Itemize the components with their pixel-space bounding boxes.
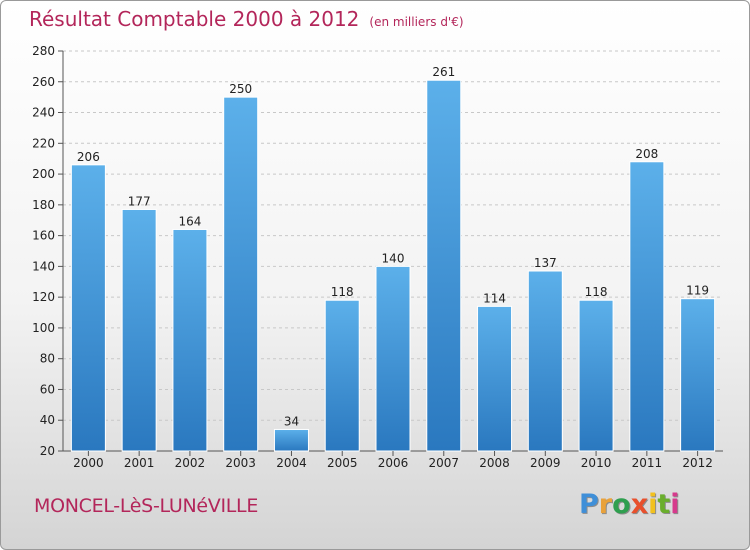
- bar: [477, 305, 513, 452]
- data-label: 119: [686, 284, 709, 298]
- y-tick-label: 40: [40, 413, 55, 427]
- bar: [629, 161, 665, 452]
- data-label: 177: [128, 194, 151, 208]
- logo-letter: i: [648, 489, 658, 520]
- y-tick-label: 220: [32, 136, 55, 150]
- x-tick-label: 2002: [175, 456, 206, 470]
- logo-letter: x: [630, 489, 649, 520]
- data-label: 250: [229, 82, 252, 96]
- data-label: 114: [483, 291, 506, 305]
- bar: [680, 298, 716, 452]
- y-tick-label: 100: [32, 321, 55, 335]
- data-label: 164: [178, 214, 201, 228]
- x-tick-label: 2004: [276, 456, 307, 470]
- data-label: 137: [534, 256, 557, 270]
- x-tick-label: 2007: [428, 456, 459, 470]
- bar: [324, 299, 360, 452]
- bar: [527, 270, 563, 452]
- data-label: 261: [432, 65, 455, 79]
- x-tick-label: 2001: [124, 456, 155, 470]
- location-name: MONCEL-LèS-LUNéVILLE: [34, 495, 259, 517]
- bar: [223, 96, 259, 452]
- x-tick-label: 2006: [378, 456, 409, 470]
- logo-letter: i: [670, 489, 680, 520]
- bar: [426, 79, 462, 452]
- proxiti-logo: Proxiti: [579, 489, 680, 520]
- data-label: 206: [77, 150, 100, 164]
- y-tick-label: 80: [40, 352, 55, 366]
- y-axis-ticks: 20 40 60 80 100 120 140 160 180 200 220 240 260 280: [32, 44, 723, 458]
- data-label: 118: [331, 285, 354, 299]
- chart-title: Résultat Comptable 2000 à 2012 (en millie…: [29, 7, 464, 31]
- data-label: 118: [585, 285, 608, 299]
- chart-title-text: Résultat Comptable 2000 à 2012: [29, 7, 360, 31]
- y-tick-label: 180: [32, 198, 55, 212]
- x-tick-label: 2011: [632, 456, 663, 470]
- bar: [273, 428, 309, 452]
- y-tick-label: 280: [32, 44, 55, 58]
- bars: 206 177 164 250 34 118 140 261 114 137 118 208 119: [70, 65, 716, 452]
- y-tick-label: 60: [40, 382, 55, 396]
- y-tick-label: 160: [32, 229, 55, 243]
- data-label: 140: [382, 251, 405, 265]
- x-tick-label: 2000: [73, 456, 104, 470]
- data-label: 34: [284, 414, 299, 428]
- x-tick-label: 2003: [225, 456, 256, 470]
- logo-letter: t: [657, 489, 671, 520]
- bar: [375, 265, 411, 452]
- y-tick-label: 200: [32, 167, 55, 181]
- y-tick-label: 260: [32, 75, 55, 89]
- bar: [578, 299, 614, 452]
- bar: [121, 208, 157, 452]
- x-axis-ticks: 2000 2001 2002 2003 2004 2005 2006 2007 2008 2009…: [73, 451, 713, 470]
- x-tick-label: 2008: [479, 456, 510, 470]
- x-tick-label: 2010: [581, 456, 612, 470]
- x-tick-label: 2005: [327, 456, 358, 470]
- y-tick-label: 240: [32, 106, 55, 120]
- data-label: 208: [635, 147, 658, 161]
- y-tick-label: 120: [32, 290, 55, 304]
- chart-subtitle: (en milliers d'€): [369, 15, 464, 29]
- y-tick-label: 140: [32, 259, 55, 273]
- x-tick-label: 2009: [530, 456, 561, 470]
- y-tick-label: 20: [40, 444, 55, 458]
- bar: [172, 228, 208, 452]
- x-tick-label: 2012: [682, 456, 713, 470]
- logo-letter: o: [612, 489, 631, 520]
- logo-letter: P: [579, 489, 599, 520]
- bar: [70, 164, 106, 452]
- logo-letter: r: [598, 489, 613, 520]
